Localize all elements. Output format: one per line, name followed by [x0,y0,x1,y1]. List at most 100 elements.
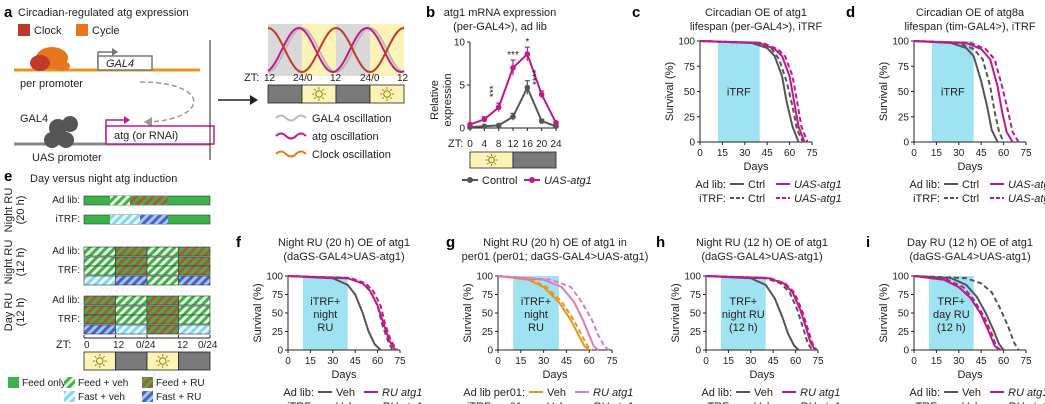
night-segment [115,351,148,371]
schedule-segment [178,305,211,316]
schedule-segment [178,256,211,267]
y-tick-label: 0 [903,138,909,149]
survival-curve [913,40,1020,143]
group-label-2b: (12 h) [15,248,27,277]
group-label-3b: (12 h) [15,298,27,327]
sun-ray [381,96,385,100]
y-tick-label: 100 [678,37,695,48]
sun-ray [157,355,160,359]
shaded-region [928,276,974,350]
sun-ray [102,363,105,367]
panel-title-2: (daGS-GAL4>UAS-atg1) [909,251,1030,263]
panel-e: e Day versus night atg induction Night R… [3,168,218,403]
schedule-segment [115,265,148,276]
significance-star: **** [532,69,543,85]
x-tick-label: 30 [953,356,965,367]
x-axis-label: Days [542,369,568,381]
y-tick-label: 75 [684,62,696,73]
shaded-region-label: iTRF [727,87,751,99]
panel-a-zt-tick: 24/0 [293,73,313,84]
panel-e-zt-tick: 0 [84,340,90,351]
schedule-segment [110,215,140,224]
y-tick-label: 5 [459,81,465,92]
panel-i: i Day RU (12 h) OE of atg1 (daGS-GAL4>UAS-… [866,234,1045,404]
legend-entry: RU atg1 [593,387,633,399]
sun-ray [494,162,497,165]
x-tick-label: 75 [806,148,818,159]
gal4-box-label: GAL4 [106,58,134,70]
y-tick-label: 25 [898,112,910,123]
legend-prefix: Ad lib: [701,387,732,399]
y-tick-label: 10 [454,38,466,49]
data-point [538,118,545,124]
x-tick-label: 30 [327,356,339,367]
legend-entry: RU atg1 [1008,401,1045,404]
clock-label: Clock [34,25,62,37]
schedule-segment [146,324,179,335]
schedule-segment [115,246,148,257]
x-tick-label: 45 [976,356,988,367]
shaded-region-label: iTRF+ [521,296,551,308]
panel-letter-f: f [236,234,242,251]
sun-ray [165,355,168,359]
x-tick-label: 45 [762,148,774,159]
shaded-region-label: TRF+ [729,296,757,308]
panel-b-zt-label: ZT: [448,138,463,150]
y-tick-label: 50 [898,87,910,98]
legend-entry: Ctrl [962,179,979,191]
cycle-label: Cycle [92,25,120,37]
legend-entry: Veh [547,401,566,404]
x-tick-label: 0 [703,356,709,367]
schedule-segment [146,265,179,276]
survival-curve [913,275,1000,351]
panel-title-1: Night RU (20 h) OE of atg1 [278,237,410,249]
x-tick-label: 60 [998,148,1010,159]
legend-entry: Veh [336,401,355,404]
legend-prefix: iTRF: [287,401,314,404]
data-point [481,123,488,130]
x-tick-label: 75 [1020,148,1032,159]
y-axis-label: Survival (%) [462,283,474,342]
y-tick-label: 100 [476,272,493,283]
panel-title-2: per01 (per01; daGS-GAL4>UAS-atg1) [462,251,649,263]
legend-entry: RU atg1 [1008,387,1045,399]
sun-ray [494,155,497,158]
data-point [495,122,502,129]
x-tick-label: 0 [697,148,703,159]
survival-curve [497,275,599,351]
data-point [510,65,516,71]
x-axis-label: Days [957,161,983,173]
x-tick-label: 30 [953,148,965,159]
data-point [524,51,531,57]
clock-cycle-complex [30,47,70,71]
shaded-region-label: (12 h) [729,322,758,334]
dashed-arrow [139,81,195,123]
survival-curve [497,275,590,351]
y-tick-label: 50 [690,309,702,320]
panel-letter-d: d [846,4,855,21]
data-point [467,121,473,128]
schedule-segment [83,265,116,276]
legend-atg-oscillation: atg oscillation [312,131,379,143]
schedule-segment [146,295,179,306]
y-tick-label: 75 [898,290,910,301]
y-tick-label: 50 [684,87,696,98]
night-segment [335,84,371,104]
y-tick-label: 25 [482,327,494,338]
x-tick-label: 75 [1020,356,1032,367]
panel-letter-h: h [656,234,665,251]
legend-prefix: Ad lib: [695,179,726,191]
row-label: Ad lib: [52,246,80,257]
panel-b-ylabel-1: Relative [429,80,441,120]
panel-letter-i: i [866,234,870,251]
schedule-segment [115,305,148,316]
cycle-swatch [76,24,88,36]
legend-fast-veh: Fast + veh [78,392,125,403]
panel-a-zt-tick: 12 [330,73,342,84]
group-label-3: Day RU [3,293,15,332]
x-tick-label: 45 [768,356,780,367]
sun-ray [389,96,393,100]
gal4-protein-shape [44,116,78,148]
night-segment [267,84,303,104]
x-tick-label: 20 [536,139,548,150]
